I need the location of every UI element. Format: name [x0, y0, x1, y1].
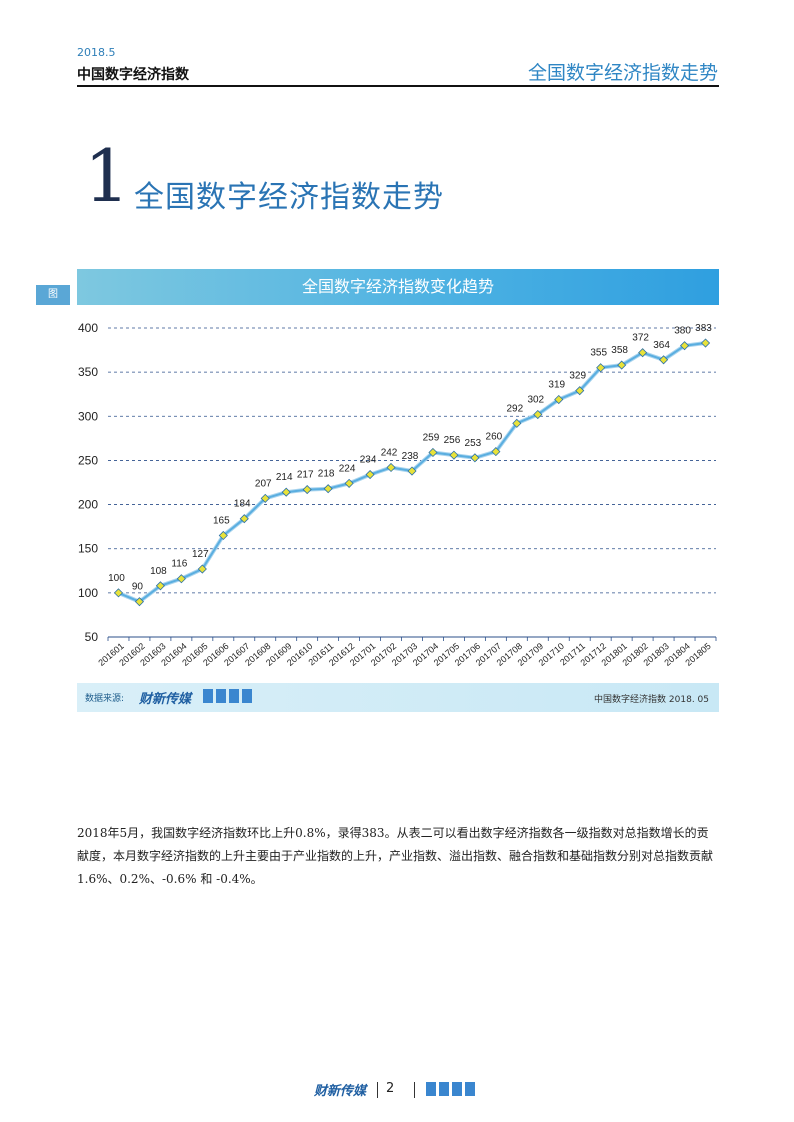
data-label: 242: [381, 447, 398, 458]
data-point-marker: [239, 514, 249, 524]
header-divider: [77, 85, 719, 87]
section-number-dot: .: [116, 188, 121, 204]
data-label: 224: [339, 463, 356, 474]
source-band: 数据来源: 财新传媒 中国数字经济指数 2018. 05: [77, 683, 719, 712]
data-label: 302: [527, 395, 544, 406]
data-label: 100: [108, 573, 125, 584]
data-label: 214: [276, 472, 293, 483]
data-label: 184: [234, 499, 251, 510]
data-label: 116: [171, 559, 187, 570]
data-point-marker: [218, 530, 228, 541]
y-tick-label: 150: [78, 542, 98, 556]
data-label: 380: [674, 326, 691, 337]
header-report-title: 中国数字经济指数: [77, 67, 189, 83]
data-point-marker: [617, 360, 627, 370]
data-point-marker: [638, 348, 648, 358]
data-point-marker: [134, 597, 145, 607]
data-label: 238: [402, 451, 419, 462]
y-tick-label: 400: [78, 321, 98, 335]
footer-caixin-logo: 财新传媒: [314, 1084, 367, 1099]
data-label: 292: [506, 403, 523, 414]
data-label: 217: [297, 470, 314, 481]
data-label: 260: [486, 432, 503, 443]
data-point-marker: [512, 418, 522, 428]
data-point-marker: [679, 341, 690, 351]
data-point-marker: [344, 478, 354, 488]
y-tick-label: 250: [78, 453, 98, 467]
data-label: 127: [192, 549, 209, 560]
y-tick-label: 50: [85, 630, 99, 644]
data-point-marker: [113, 588, 124, 598]
page-footer: 财新传媒 2: [0, 1078, 794, 1102]
data-label: 319: [548, 380, 565, 391]
data-label: 372: [632, 333, 649, 344]
data-label: 383: [695, 323, 712, 334]
source-note: 中国数字经济指数 2018. 05: [594, 695, 709, 705]
data-point-marker: [700, 338, 711, 348]
data-label: 355: [590, 348, 607, 359]
y-tick-label: 100: [78, 586, 98, 600]
data-point-marker: [428, 447, 438, 458]
figure-tag: 图: [36, 285, 70, 305]
data-label: 256: [444, 435, 461, 446]
data-point-marker: [659, 355, 669, 365]
data-label: 253: [465, 438, 482, 449]
data-point-marker: [281, 487, 291, 497]
data-point-marker: [260, 493, 270, 503]
data-point-marker: [554, 394, 564, 405]
footer-brand-logo-icon: [426, 1082, 475, 1096]
data-label: 90: [132, 582, 144, 593]
header-section-title: 全国数字经济指数走势: [527, 62, 718, 84]
line-chart: 5010015020025030035040020160120160220160…: [78, 321, 717, 668]
footer-separator: [377, 1082, 378, 1098]
data-point-marker: [302, 484, 312, 495]
data-point-marker: [491, 447, 501, 457]
data-point-marker: [533, 409, 543, 420]
data-point-marker: [386, 462, 396, 473]
data-point-marker: [449, 450, 459, 460]
y-tick-label: 200: [78, 498, 98, 512]
data-label: 364: [653, 340, 670, 351]
header-date: 2018.5: [77, 46, 116, 59]
data-label: 218: [318, 469, 335, 480]
data-point-marker: [155, 581, 165, 591]
data-point-marker: [176, 574, 186, 584]
page-number: 2: [386, 1081, 395, 1096]
data-label: 358: [611, 345, 628, 356]
section-title: 全国数字经济指数走势: [134, 180, 444, 215]
data-label: 165: [213, 515, 230, 526]
y-tick-label: 350: [78, 365, 98, 379]
data-label: 207: [255, 478, 272, 489]
y-tick-label: 300: [78, 409, 98, 423]
caixin-logo: 财新传媒: [139, 692, 192, 707]
data-point-marker: [197, 564, 207, 574]
data-label: 234: [360, 455, 377, 466]
chart-title: 全国数字经济指数变化趋势: [301, 277, 494, 296]
figure-title-band: 全国数字经济指数变化趋势: [77, 269, 719, 305]
body-paragraph: 2018年5月，我国数字经济指数环比上升0.8%，录得383。从表二可以看出数字…: [77, 826, 714, 886]
section-number: 1: [84, 134, 130, 218]
data-point-marker: [407, 466, 417, 476]
source-label: 数据来源:: [85, 694, 125, 704]
data-label: 329: [569, 371, 586, 382]
brand-logo-icon: [203, 689, 252, 703]
data-label: 108: [150, 566, 167, 577]
data-point-marker: [323, 484, 333, 494]
data-label: 259: [423, 432, 440, 443]
data-point-marker: [575, 386, 585, 396]
footer-separator: [414, 1082, 415, 1098]
data-point-marker: [470, 453, 480, 463]
data-point-marker: [365, 469, 375, 480]
data-point-marker: [596, 363, 606, 373]
